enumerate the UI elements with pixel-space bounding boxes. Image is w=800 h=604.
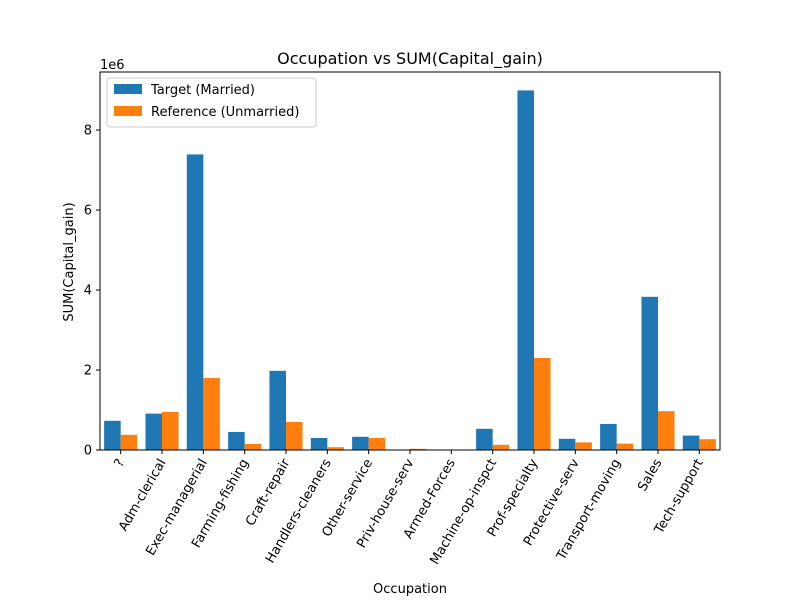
- y-tick-label: 8: [84, 124, 92, 139]
- bar-target: [600, 424, 617, 450]
- bar-reference: [616, 443, 634, 450]
- bar-target: [558, 438, 576, 450]
- x-axis-title: Occupation: [373, 582, 447, 597]
- y-axis-title: SUM(Capital_gain): [62, 202, 77, 321]
- plot-area: 02468?Adm-clericalExec-managerialFarming…: [84, 71, 721, 567]
- y-tick-label: 4: [84, 284, 92, 299]
- bar-target: [310, 438, 328, 450]
- legend: Target (Married) Reference (Unmarried): [106, 77, 317, 128]
- bar-reference: [575, 442, 592, 450]
- legend-frame: [106, 77, 317, 128]
- bar-reference: [162, 412, 179, 450]
- bar-reference: [492, 444, 510, 450]
- bar-reference: [120, 434, 138, 450]
- bar-reference: [534, 358, 551, 450]
- legend-swatch-target: [114, 84, 142, 94]
- bar-reference: [244, 444, 262, 450]
- bar-target: [682, 435, 700, 450]
- bar-reference: [658, 411, 675, 450]
- legend-label-target: Target (Married): [150, 83, 255, 98]
- bar-reference: [368, 438, 386, 450]
- bar-target: [476, 428, 493, 450]
- bar-target: [104, 420, 121, 450]
- bar-target: [352, 436, 369, 450]
- y-tick-label: 6: [84, 204, 92, 219]
- bar-target: [641, 296, 658, 450]
- bar-reference: [203, 378, 220, 450]
- x-tick-label: ?: [112, 457, 128, 470]
- chart-title: Occupation vs SUM(Capital_gain): [277, 49, 543, 69]
- bar-reference: [286, 422, 303, 450]
- y-offset-label: 1e6: [100, 58, 125, 73]
- bar-reference: [327, 447, 344, 450]
- legend-label-reference: Reference (Unmarried): [151, 105, 299, 120]
- x-tick-label: Sales: [635, 456, 665, 494]
- bar-target: [517, 90, 534, 451]
- bar-target: [228, 432, 245, 450]
- bar-reference: [699, 439, 716, 450]
- bar-reference: [410, 448, 427, 450]
- bar-target: [145, 413, 162, 450]
- bar-target: [269, 370, 286, 450]
- y-tick-label: 2: [84, 364, 92, 379]
- legend-swatch-reference: [114, 106, 142, 116]
- bar-target: [186, 154, 204, 450]
- y-tick-label: 0: [84, 444, 92, 459]
